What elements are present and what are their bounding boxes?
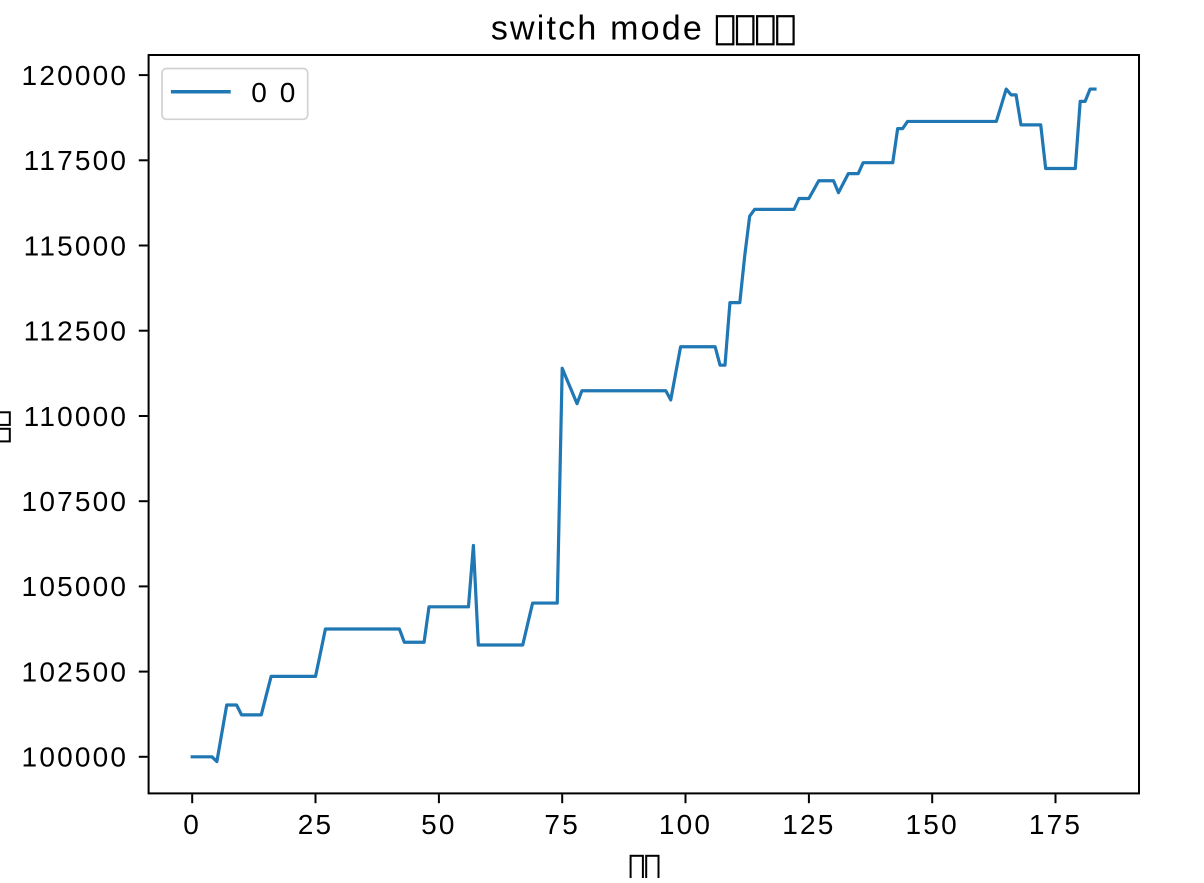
svg-text:100: 100 (659, 809, 712, 840)
svg-text:125: 125 (782, 809, 835, 840)
svg-text:105000: 105000 (22, 571, 129, 602)
svg-text:107500: 107500 (22, 486, 129, 517)
svg-text:switch mode: switch mode (491, 10, 704, 48)
svg-text:102500: 102500 (22, 656, 129, 687)
svg-text:115000: 115000 (24, 230, 129, 261)
svg-text:120000: 120000 (22, 60, 129, 91)
svg-text:112500: 112500 (24, 316, 129, 347)
svg-text:117500: 117500 (24, 145, 129, 176)
svg-text:150: 150 (906, 809, 959, 840)
svg-text:0: 0 (183, 809, 201, 840)
svg-text:25: 25 (298, 809, 334, 840)
svg-text:75: 75 (544, 809, 580, 840)
svg-text:100000: 100000 (22, 742, 129, 773)
svg-text:0: 0 (280, 77, 298, 108)
svg-text:175: 175 (1029, 809, 1082, 840)
svg-text:50: 50 (421, 809, 457, 840)
svg-text:0: 0 (251, 77, 269, 108)
svg-text:110000: 110000 (24, 401, 129, 432)
